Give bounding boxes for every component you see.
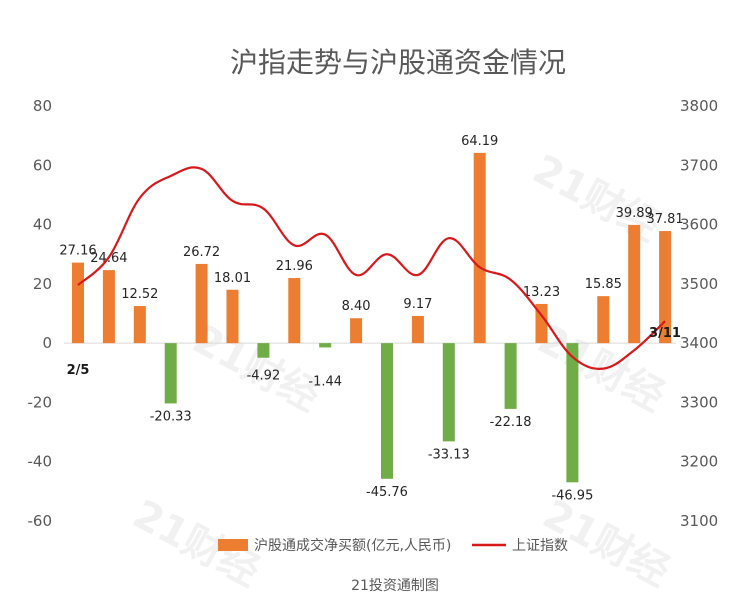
- bar-value-label: -46.95: [551, 488, 593, 503]
- right-axis: 3800 3700 3600 3500 3400 3300 3200 3100: [680, 97, 718, 530]
- right-axis-tick: 3500: [680, 275, 718, 293]
- left-axis-tick: 80: [33, 97, 52, 115]
- right-axis-tick: 3100: [680, 512, 718, 530]
- bar-value-label: 9.17: [403, 297, 432, 312]
- bar: [226, 289, 239, 344]
- left-axis-tick: 60: [33, 156, 52, 174]
- legend: 沪股通成交净买额(亿元,人民币) 上证指数: [218, 537, 568, 554]
- right-axis-tick: 3200: [680, 453, 718, 471]
- bar: [566, 343, 579, 483]
- right-axis-tick: 3400: [680, 334, 718, 352]
- bar: [381, 343, 393, 479]
- bar: [72, 262, 84, 344]
- left-axis-tick: -20: [28, 393, 53, 411]
- bar-value-label: 15.85: [585, 277, 622, 292]
- bar-value-label: 21.96: [276, 259, 313, 274]
- end-date-label: 3/11: [649, 326, 681, 341]
- bar: [164, 343, 177, 404]
- chart-title: 沪指走势与沪股通资金情况: [230, 46, 566, 79]
- left-axis-tick: 20: [33, 275, 52, 293]
- bar-value-label: 18.01: [214, 271, 251, 286]
- source-caption: 21投资通制图: [351, 578, 439, 594]
- right-axis-tick: 3700: [680, 156, 718, 174]
- bar-value-label: 37.81: [646, 212, 683, 227]
- watermark: 21财经: [525, 146, 666, 250]
- bar-value-label: -22.18: [490, 415, 532, 430]
- legend-bar-label: 沪股通成交净买额(亿元,人民币): [254, 537, 451, 554]
- bar: [473, 152, 486, 344]
- bar-value-label: 39.89: [616, 206, 653, 221]
- legend-bar-swatch: [218, 539, 248, 551]
- bar-label-group: 27.1624.6412.52-20.3326.7218.01-4.9221.9…: [59, 134, 683, 503]
- line-series: [77, 166, 666, 370]
- left-axis-tick: -40: [28, 453, 53, 471]
- left-axis-tick: 0: [42, 334, 52, 352]
- bar: [597, 296, 610, 344]
- bar-value-label: 27.16: [59, 244, 96, 259]
- index-line: [77, 166, 666, 370]
- bar: [659, 231, 672, 344]
- left-axis-tick: 40: [33, 216, 52, 234]
- bar: [628, 224, 641, 344]
- bar-value-label: 64.19: [461, 134, 498, 149]
- bar: [411, 315, 424, 344]
- right-axis-tick: 3300: [680, 393, 718, 411]
- bar: [102, 270, 115, 344]
- left-axis: 80 60 40 20 0 -20 -40 -60: [28, 97, 53, 530]
- start-date-label: 2/5: [67, 363, 90, 378]
- bar: [257, 343, 270, 358]
- right-axis-tick: 3600: [680, 216, 718, 234]
- bar: [535, 303, 548, 344]
- bar-value-label: 13.23: [523, 285, 560, 300]
- bar: [442, 343, 455, 442]
- bar-value-label: -4.92: [247, 369, 281, 384]
- bar: [504, 343, 517, 409]
- legend-line-label: 上证指数: [512, 538, 568, 554]
- bar-value-label: 8.40: [342, 299, 371, 314]
- bar: [319, 343, 332, 348]
- bar: [350, 318, 363, 344]
- bar-value-label: -1.44: [308, 374, 342, 389]
- bar-value-label: 26.72: [183, 245, 220, 260]
- bar-value-label: 12.52: [121, 287, 158, 302]
- bar: [195, 263, 208, 344]
- bar: [288, 278, 301, 344]
- bar-value-label: -33.13: [428, 447, 470, 462]
- right-axis-tick: 3800: [680, 97, 718, 115]
- bar-value-label: -20.33: [150, 409, 192, 424]
- bar: [133, 306, 146, 344]
- bar-value-label: -45.76: [366, 485, 408, 500]
- left-axis-tick: -60: [28, 512, 53, 530]
